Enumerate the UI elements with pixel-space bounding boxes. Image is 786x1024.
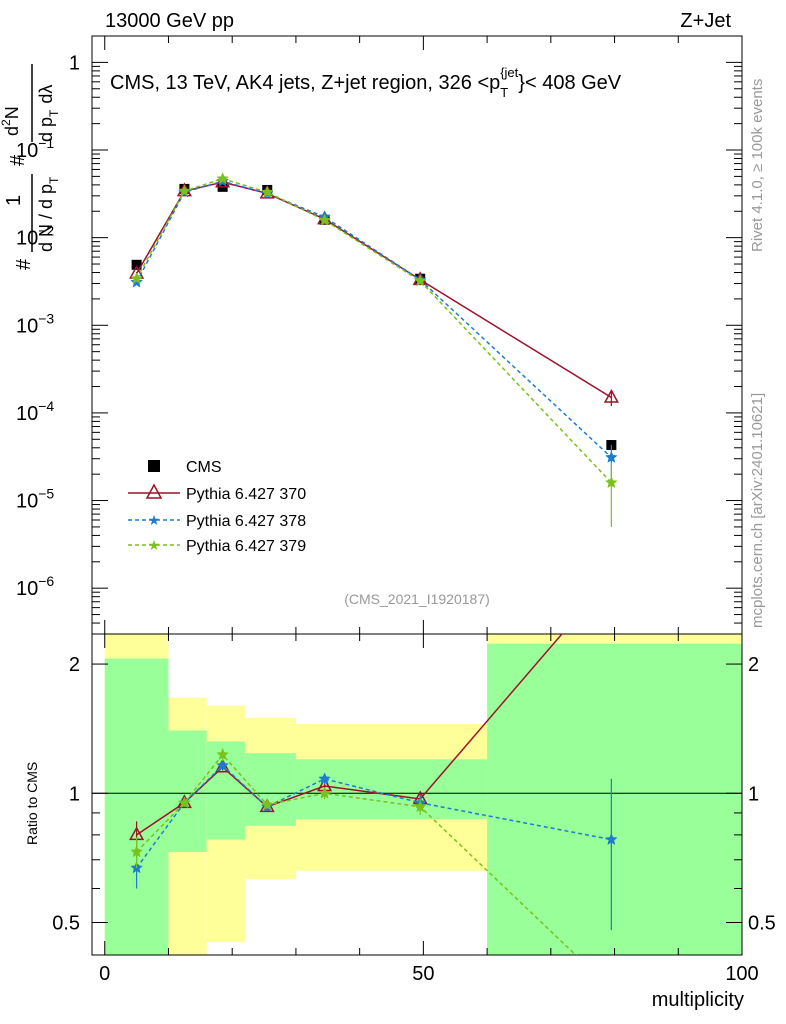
ratio-point	[413, 800, 427, 813]
x-tick-label: 50	[412, 963, 434, 985]
legend-entry-379: ★ Pythia 6.427 379	[128, 537, 306, 555]
ratio-point	[178, 796, 191, 809]
ratio-point	[130, 845, 143, 858]
ratio-tick-label-right: 2	[748, 654, 759, 676]
ylabel-den2: d pTdλ	[36, 85, 61, 142]
series-layer	[129, 172, 619, 527]
y-tick-label: 10−5	[16, 486, 54, 513]
ratio-series-3	[130, 748, 577, 955]
data-point	[605, 450, 618, 463]
data-point	[603, 388, 619, 403]
legend-label-370: Pythia 6.427 370	[186, 486, 306, 503]
x-tick-label: 100	[725, 963, 758, 985]
ratio-point	[318, 786, 331, 799]
series-line	[135, 180, 612, 459]
ylabel-hash2: #	[7, 154, 29, 166]
ratio-plot: 0 50 100 0.5 0.5 1 1 2 2	[52, 633, 776, 985]
ratio-tick-label-left: 2	[69, 654, 80, 676]
legend-marker-378: ★	[148, 512, 161, 528]
green-band-2	[206, 741, 245, 840]
ratio-tick-label-left: 0.5	[52, 912, 80, 934]
series-2	[130, 174, 618, 477]
ylabel-pre: #	[13, 258, 35, 270]
title-sup: {jet	[500, 65, 518, 80]
legend-marker-cms	[148, 460, 160, 472]
side-rivet: Rivet 4.1.0, ≥ 100k events	[749, 79, 766, 252]
data-point	[178, 184, 191, 197]
main-plot: 110−110−210−310−410−510−6	[16, 35, 743, 635]
ratio-point	[216, 748, 229, 761]
y-axis-label: # 1 d N / d pT # d2N d pTdλ	[0, 64, 61, 270]
series-0	[131, 181, 617, 451]
legend-marker-370	[145, 483, 163, 499]
ratio-ylabel: Ratio to CMS	[24, 762, 40, 845]
y-tick-label: 10−1	[16, 135, 54, 162]
data-point	[413, 274, 427, 287]
title-prefix: CMS, 13 TeV, AK4 jets, Z+jet region, 326…	[110, 72, 500, 94]
ratio-tick-label-right: 1	[748, 783, 759, 805]
ylabel-den: d N / d pT	[36, 176, 61, 252]
header-left: 13000 GeV pp	[105, 10, 234, 32]
data-point	[216, 172, 229, 185]
ratio-tick-label-left: 1	[69, 783, 80, 805]
legend-label-cms: CMS	[186, 459, 222, 476]
ylabel-num2: d2N	[0, 106, 22, 136]
y-tick-label: 1	[69, 52, 80, 74]
header-right: Z+Jet	[680, 10, 731, 32]
title-sub: T	[500, 85, 508, 100]
legend-entry-370: Pythia 6.427 370	[128, 483, 306, 503]
ratio-point	[216, 758, 229, 772]
data-point	[130, 272, 143, 285]
series-line	[135, 181, 612, 399]
ratio-frame	[91, 633, 743, 956]
legend-entry-378: ★ Pythia 6.427 378	[128, 512, 306, 530]
green-band-0	[104, 658, 169, 955]
x-axis-label: multiplicity	[652, 989, 744, 1011]
data-point	[131, 259, 142, 270]
y-tick-label: 10−4	[16, 398, 54, 425]
ratio-point	[605, 832, 618, 846]
chart-title: CMS, 13 TeV, AK4 jets, Z+jet region, 326…	[110, 65, 622, 100]
series-3	[130, 172, 618, 527]
data-point	[605, 476, 618, 489]
data-point	[318, 213, 331, 226]
ratio-tick-label-right: 0.5	[748, 912, 776, 934]
x-tick-label: 0	[99, 963, 110, 985]
ylabel-num: 1	[3, 195, 25, 206]
green-band-5	[487, 643, 742, 955]
ratio-point	[260, 798, 274, 811]
data-point	[260, 185, 274, 198]
legend: CMS Pythia 6.427 370 ★ Pythia 6.427 378 …	[128, 459, 306, 555]
legend-label-378: Pythia 6.427 378	[186, 513, 306, 530]
legend-entry-cms: CMS	[148, 459, 222, 476]
y-tick-label: 10−6	[16, 573, 54, 600]
analysis-id: (CMS_2021_I1920187)	[344, 591, 490, 607]
side-mcplots: mcplots.cern.ch [arXiv:2401.10621]	[749, 393, 766, 628]
ratio-series-layer	[129, 634, 618, 955]
series-line	[135, 177, 612, 484]
series-1	[129, 173, 619, 406]
title-suffix: }< 408 GeV	[518, 72, 622, 94]
ratio-point	[318, 772, 331, 785]
legend-label-379: Pythia 6.427 379	[186, 538, 306, 555]
y-tick-label: 10−3	[16, 310, 54, 337]
legend-marker-379: ★	[148, 537, 161, 553]
green-band-1	[168, 730, 207, 852]
